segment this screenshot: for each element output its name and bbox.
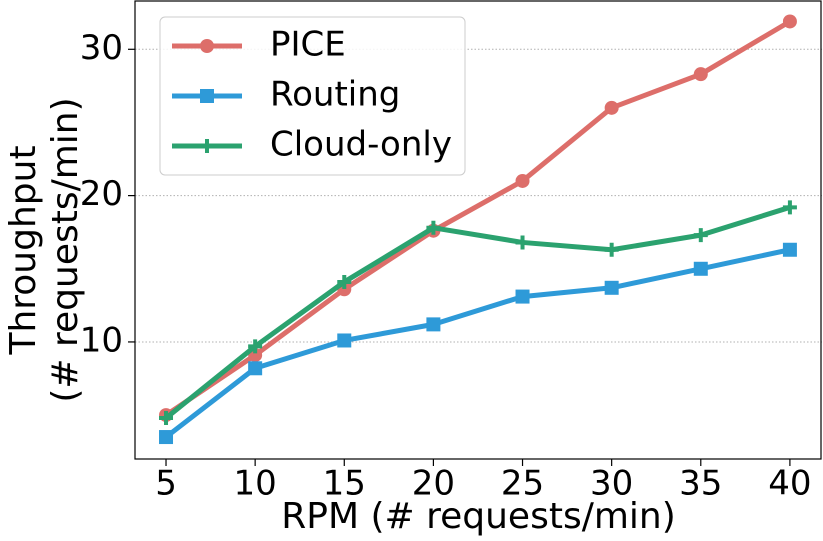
x-tick-label: 35 <box>679 464 722 504</box>
y-tick-label: 20 <box>80 174 123 214</box>
legend-label: Cloud-only <box>270 125 452 165</box>
x-axis-label: RPM (# requests/min) <box>281 496 676 537</box>
point <box>693 67 708 82</box>
x-tick-label: 30 <box>590 464 633 504</box>
point <box>515 235 530 250</box>
point <box>693 261 708 276</box>
y-tick-label: 30 <box>80 28 123 68</box>
point <box>604 100 619 115</box>
point <box>782 200 797 215</box>
x-tick-label: 10 <box>234 464 277 504</box>
series-line <box>164 247 791 440</box>
point <box>337 333 352 348</box>
point <box>515 173 530 188</box>
y-axis-label: (# requests/min) <box>45 97 86 402</box>
legend-marker <box>200 89 214 103</box>
point <box>604 242 619 257</box>
point <box>248 361 263 376</box>
point <box>782 242 797 257</box>
point <box>426 317 441 332</box>
legend-label: Routing <box>270 75 400 115</box>
y-axis-label: Throughput <box>3 145 44 355</box>
series-line <box>164 204 791 420</box>
point <box>693 228 708 243</box>
x-tick-label: 20 <box>412 464 455 504</box>
point <box>159 411 174 426</box>
series-line <box>164 19 792 418</box>
plot-frame <box>134 0 822 460</box>
point <box>337 274 352 289</box>
legend-label: PICE <box>270 25 346 65</box>
point <box>782 14 797 29</box>
x-tick-label: 15 <box>323 464 366 504</box>
point <box>604 280 619 295</box>
x-tick-label: 25 <box>501 464 544 504</box>
point <box>515 289 530 304</box>
x-tick-label: 5 <box>155 464 177 504</box>
point <box>426 220 441 235</box>
x-tick-label: 40 <box>768 464 811 504</box>
point <box>248 339 263 354</box>
point <box>159 430 174 445</box>
legend-marker <box>200 39 214 53</box>
y-tick-label: 10 <box>80 320 123 360</box>
legend-box <box>159 16 466 176</box>
legend-marker <box>200 139 214 153</box>
